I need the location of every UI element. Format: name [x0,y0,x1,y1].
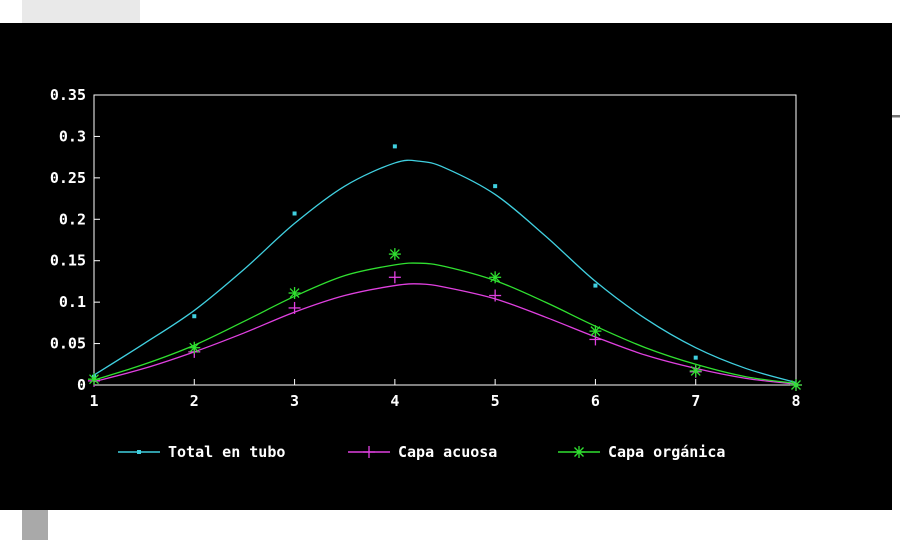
point-capa-organica [589,325,602,338]
x-tick-label: 4 [390,392,399,410]
point-capa-organica [689,364,702,377]
window-fragment-top [22,0,140,23]
legend-label: Capa acuosa [398,443,497,461]
point-capa-organica [489,271,502,284]
legend-item-capa-organica: Capa orgánica [558,443,725,461]
x-tick-label: 7 [691,392,700,410]
plot-frame [93,94,797,386]
legend: Total en tubo Capa acuosa Capa orgánica [118,443,725,461]
x-tick-label: 6 [591,392,600,410]
y-tick-label: 0.35 [50,86,86,104]
x-tick-label: 2 [190,392,199,410]
x-tick-label: 8 [791,392,800,410]
y-tick-label: 0.1 [59,293,86,311]
ast-d2 [690,365,701,376]
legend-marker [363,446,375,458]
ast-d2 [289,288,300,298]
point-capa-acuosa [388,271,401,284]
ast-d2 [389,249,400,260]
axes: 0 0.05 0.1 0.15 0.2 0.25 0.3 0.35 1 2 3 4 5 6 7 8 [50,86,801,410]
point-capa-organica [188,341,201,354]
ast-d2 [791,380,801,390]
fit-curves [93,159,797,385]
point-capa-organica [388,248,401,261]
ast-d2 [490,272,501,283]
point-total-en-tubo [192,314,197,319]
point-total-en-tubo [593,283,598,288]
point-total-en-tubo [392,144,397,149]
y-tick-label: 0.05 [50,335,86,353]
point-capa-acuosa [489,289,502,302]
y-tick-label: 0 [77,376,86,394]
chart: 0 0.05 0.1 0.15 0.2 0.25 0.3 0.35 1 2 3 4 5 6 7 8 Total… [50,86,802,461]
fit-line-total-en-tubo [93,159,797,384]
point-capa-organica [288,287,301,300]
window-edge-line [892,115,900,117]
window-fragment-bottom [22,510,48,540]
ast-d2 [574,447,584,457]
legend-label: Capa orgánica [608,443,725,461]
fit-line-capa-acuosa [93,283,797,385]
x-tick-label: 1 [89,392,98,410]
point-total-en-tubo [493,184,498,189]
point-capa-organica [790,379,802,391]
ast-d2 [590,326,601,337]
legend-marker [137,450,141,454]
x-tick-label: 5 [491,392,500,410]
point-total-en-tubo [292,211,297,216]
fit-line-capa-organica [93,262,797,384]
point-total-en-tubo [693,355,698,360]
ast-d2 [89,374,99,385]
legend-item-total-en-tubo: Total en tubo [118,443,285,461]
legend-marker [573,446,585,458]
window-edge-line-shadow [892,117,900,118]
y-tick-label: 0.25 [50,169,86,187]
y-tick-label: 0.2 [59,210,86,228]
point-capa-organica [88,373,100,386]
ast-d2 [189,342,200,353]
data-markers [88,144,802,391]
y-tick-label: 0.15 [50,252,86,270]
chart-screen: 0 0.05 0.1 0.15 0.2 0.25 0.3 0.35 1 2 3 4 5 6 7 8 Total… [0,23,892,510]
legend-item-capa-acuosa: Capa acuosa [348,443,497,461]
y-tick-label: 0.3 [59,127,86,145]
legend-label: Total en tubo [168,443,285,461]
point-capa-acuosa [288,301,301,314]
x-tick-label: 3 [290,392,299,410]
